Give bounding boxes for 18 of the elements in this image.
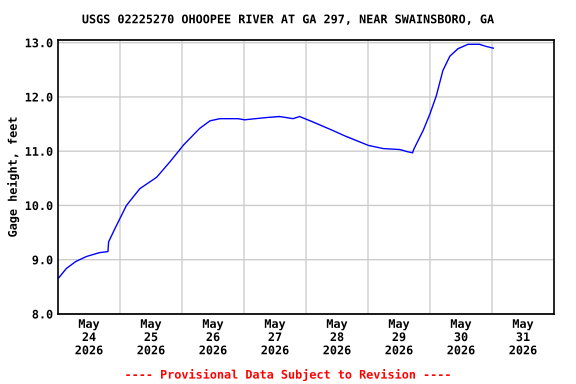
y-tick-label: 13.0 xyxy=(26,38,52,48)
y-tick-label: 9.0 xyxy=(32,255,52,264)
x-tick-label: May 30 2026 xyxy=(447,319,475,354)
y-axis-title: Gage height, feet xyxy=(7,118,20,237)
y-tick-label: 12.0 xyxy=(26,92,52,102)
chart-title: USGS 02225270 OHOOPEE RIVER AT GA 297, NEAR SWAINSBORO, GA xyxy=(82,14,494,25)
y-tick-label: 10.0 xyxy=(26,201,52,210)
x-tick-label: May 26 2026 xyxy=(199,319,227,354)
x-tick-label: May 25 2026 xyxy=(137,319,165,354)
x-tick-label: May 29 2026 xyxy=(385,319,413,354)
x-tick-label: May 31 2026 xyxy=(509,319,537,354)
x-tick-label: May 24 2026 xyxy=(75,319,103,354)
line-series xyxy=(58,44,494,280)
text: ---- Provisional Data Subject to Revision ---- xyxy=(126,368,450,382)
x-tick-label: May 27 2026 xyxy=(261,319,289,354)
y-tick-label: 8.0 xyxy=(32,310,52,319)
x-tick-label: May 28 2026 xyxy=(323,319,351,354)
y-tick-label: 11.0 xyxy=(26,146,52,156)
